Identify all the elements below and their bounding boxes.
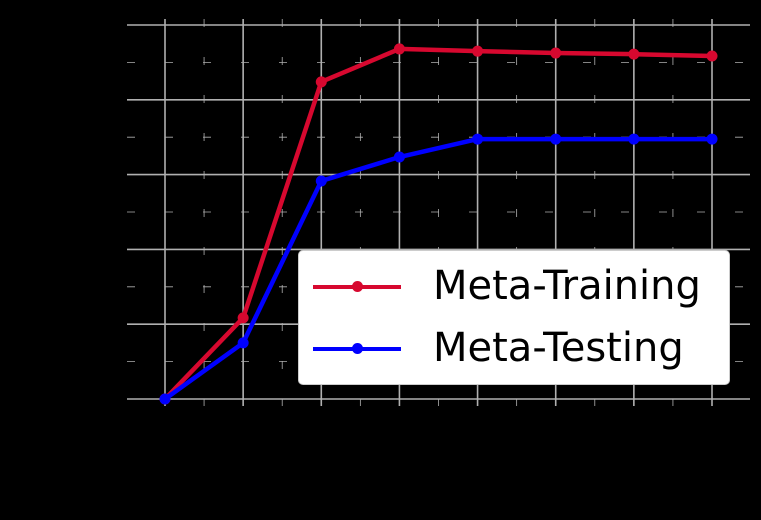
legend-item-meta-testing: Meta-Testing <box>299 319 729 379</box>
legend-label: Meta-Training <box>433 263 701 309</box>
meta-testing-line-icon <box>313 343 401 354</box>
legend-label: Meta-Testing <box>433 325 684 371</box>
data-series <box>159 43 718 405</box>
meta-training-line-icon <box>313 281 401 292</box>
legend-item-meta-training: Meta-Training <box>299 257 729 317</box>
legend: Meta-Training Meta-Testing <box>298 250 730 385</box>
